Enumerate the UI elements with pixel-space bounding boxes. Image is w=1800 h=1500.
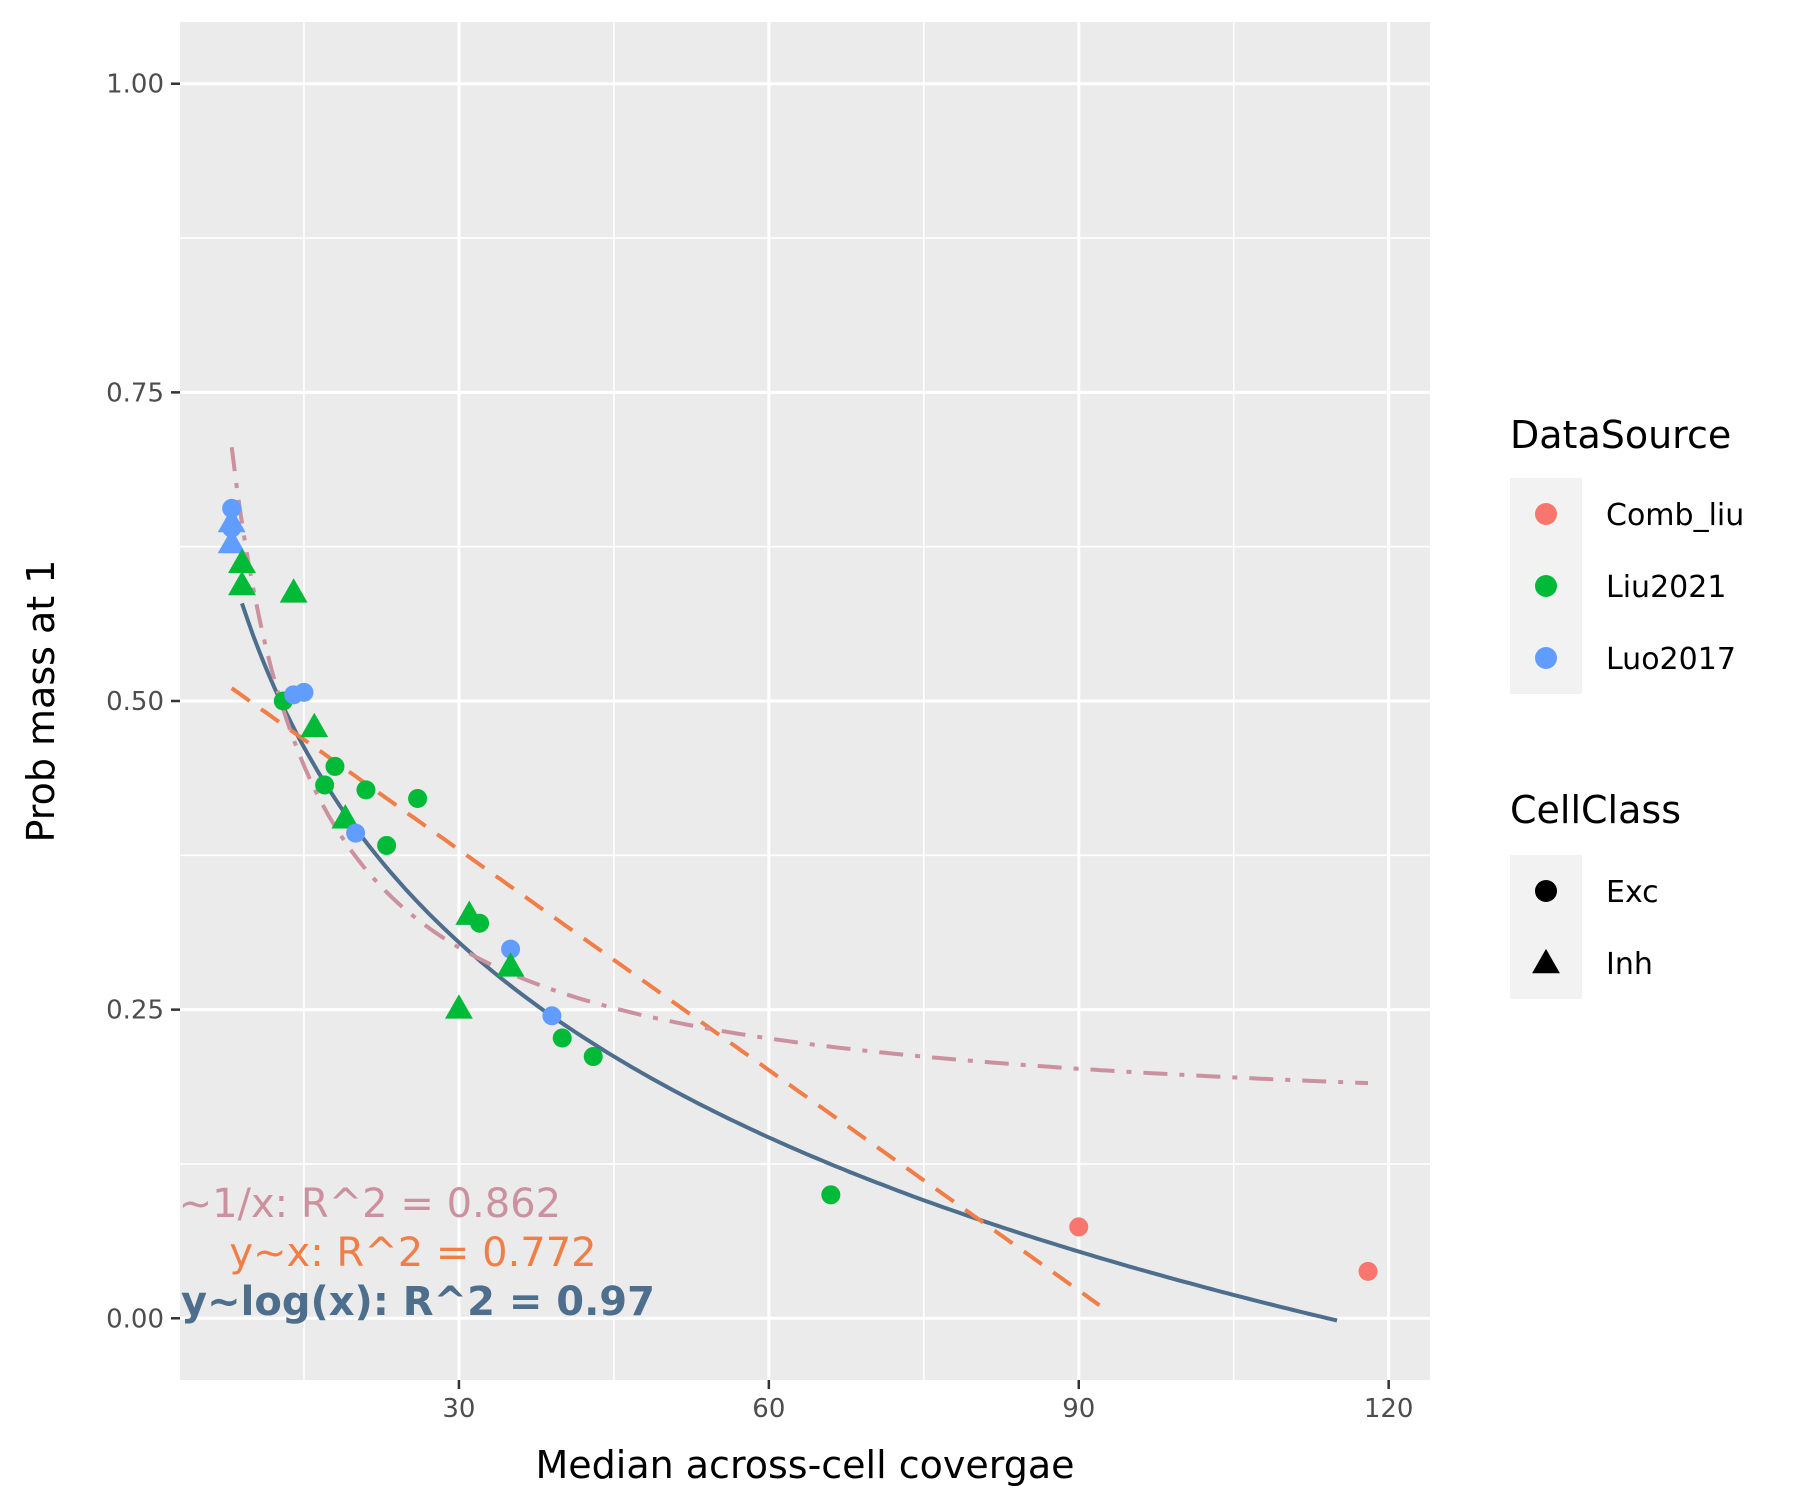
grid <box>180 22 1430 1380</box>
fit-annotation: y~x: R^2 = 0.772 <box>229 1230 596 1276</box>
data-point-triangle <box>217 507 246 533</box>
data-point-triangle <box>445 994 473 1019</box>
axes: 30 60 90 120 0.00 0.25 0.50 0.75 1.00 <box>106 70 1413 1424</box>
data-point-triangle <box>331 804 360 829</box>
y-tick-label: 0.00 <box>106 1304 164 1334</box>
y-axis-title: Prob mass at 1 <box>19 560 63 843</box>
y-tick-label: 0.75 <box>106 378 164 408</box>
data-point-triangle <box>279 578 308 603</box>
x-axis-title: Median across-cell covergae <box>535 1443 1074 1487</box>
fit-annotation: y~log(x): R^2 = 0.97 <box>181 1279 655 1325</box>
legend: DataSource Comb_liu Liu2021 Luo2017 CellClas… <box>1510 413 1744 999</box>
legend-title: CellClass <box>1510 788 1681 832</box>
data-point-circle <box>315 775 335 795</box>
data-point-circle <box>583 1047 603 1067</box>
data-point-circle <box>377 835 397 855</box>
x-tick-label: 120 <box>1364 1394 1414 1424</box>
data-point-circle <box>821 1185 841 1205</box>
fit-line-solid <box>240 602 1338 1323</box>
data-point-circle <box>1069 1217 1089 1237</box>
legend-label: Luo2017 <box>1606 642 1736 677</box>
data-point-triangle <box>496 952 525 977</box>
data-point-triangle <box>228 570 256 596</box>
fit-lines <box>229 447 1369 1323</box>
data-point-circle <box>325 756 345 776</box>
data-point-triangle <box>217 528 246 554</box>
legend-key-triangle <box>1532 948 1560 974</box>
legend-label: Exc <box>1606 875 1659 910</box>
y-tick-label: 0.25 <box>106 996 164 1026</box>
legend-title: DataSource <box>1510 413 1731 457</box>
data-points <box>217 498 1378 1281</box>
data-point-triangle <box>300 712 329 738</box>
legend-key-background <box>1510 855 1582 999</box>
data-point-circle <box>470 913 490 933</box>
data-point-circle <box>1358 1261 1378 1281</box>
x-tick-label: 30 <box>442 1394 475 1424</box>
data-point-circle <box>501 939 521 959</box>
data-point-triangle <box>228 548 256 573</box>
legend-key-circle <box>1535 503 1557 525</box>
y-tick-label: 1.00 <box>106 70 164 100</box>
data-point-circle <box>346 823 366 843</box>
legend-key-circle <box>1535 575 1557 597</box>
legend-label: Liu2021 <box>1606 570 1726 605</box>
data-point-circle <box>408 789 428 809</box>
x-tick-label: 90 <box>1062 1394 1095 1424</box>
data-point-circle <box>552 1028 572 1048</box>
legend-label: Inh <box>1606 947 1653 982</box>
data-point-circle <box>294 682 314 702</box>
data-point-circle <box>356 780 376 800</box>
x-tick-label: 60 <box>752 1394 785 1424</box>
legend-key-circle <box>1535 647 1557 669</box>
y-tick-label: 0.50 <box>106 687 164 717</box>
legend-key-circle <box>1535 880 1557 902</box>
data-point-circle <box>542 1006 562 1026</box>
legend-label: Comb_liu <box>1606 498 1744 533</box>
fit-annotation: y~1/x: R^2 = 0.862 <box>155 1181 561 1227</box>
